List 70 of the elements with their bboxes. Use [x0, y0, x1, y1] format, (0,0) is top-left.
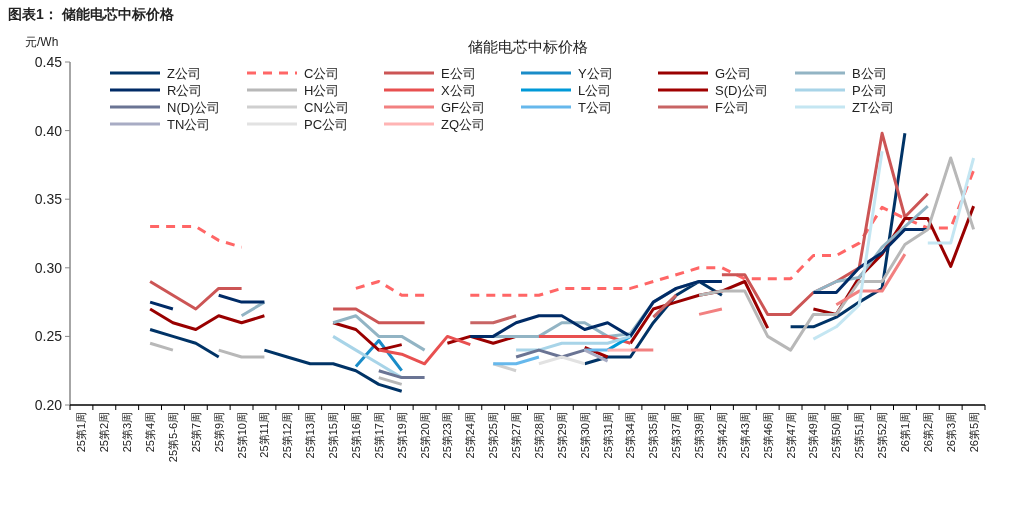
x-tick-label: 25第29周	[555, 412, 568, 459]
x-tick-label: 25第10周	[235, 412, 248, 459]
x-tick-label: 25第25周	[487, 412, 500, 459]
legend-label: B公司	[852, 66, 887, 81]
x-tick-label: 25第42周	[715, 412, 728, 459]
x-tick-label: 25第19周	[395, 412, 408, 459]
x-tick-label: 25第49周	[807, 412, 820, 459]
legend-label: T公司	[578, 100, 612, 115]
chart-subtitle: 储能电芯中标价格	[467, 38, 588, 55]
y-tick-label: 0.35	[34, 191, 63, 208]
x-tick-label: 26第2周	[921, 412, 934, 453]
y-tick-label: 0.45	[34, 54, 63, 70]
x-tick-label: 25第34周	[624, 412, 637, 459]
legend-label: E公司	[441, 66, 476, 81]
x-tick-label: 25第37周	[670, 412, 683, 459]
legend-label: X公司	[441, 83, 476, 98]
x-tick-label: 25第9周	[212, 412, 225, 453]
legend-label: H公司	[304, 83, 340, 98]
x-tick-label: 25第20周	[418, 412, 431, 459]
legend-label: C公司	[304, 66, 340, 81]
legend-label: N(D)公司	[167, 100, 221, 115]
x-tick-label: 25第35周	[647, 412, 660, 459]
legend-label: Z公司	[167, 66, 201, 81]
x-tick-label: 25第15周	[327, 412, 340, 459]
x-tick-label: 25第13周	[304, 412, 317, 459]
x-tick-label: 25第52周	[876, 412, 889, 459]
y-axis-title: 元/Wh	[25, 35, 59, 49]
legend-label: S(D)公司	[715, 83, 768, 98]
x-tick-label: 25第17周	[372, 412, 385, 459]
legend-label: P公司	[852, 83, 887, 98]
x-tick-label: 25第12周	[281, 412, 294, 459]
legend-label: GF公司	[441, 100, 486, 115]
x-tick-label: 25第28周	[532, 412, 545, 459]
x-tick-label: 25第2周	[98, 412, 111, 453]
x-tick-label: 25第5-6周	[166, 412, 179, 463]
x-tick-label: 25第16周	[349, 412, 362, 459]
y-tick-label: 0.40	[34, 122, 63, 139]
legend-label: TN公司	[167, 117, 211, 132]
y-tick-label: 0.30	[34, 259, 63, 276]
y-tick-label: 0.20	[34, 397, 63, 413]
x-tick-label: 25第43周	[738, 412, 751, 459]
x-tick-label: 25第3周	[121, 412, 134, 453]
x-tick-label: 25第7周	[189, 412, 202, 453]
legend-label: F公司	[715, 100, 749, 115]
x-tick-label: 25第46周	[761, 412, 774, 459]
x-tick-label: 25第24周	[464, 412, 477, 459]
legend-label: Y公司	[578, 66, 613, 81]
legend-label: CN公司	[304, 100, 349, 115]
x-tick-label: 25第11周	[258, 412, 271, 458]
legend-label: R公司	[167, 83, 203, 98]
x-tick-label: 25第50周	[830, 412, 843, 459]
legend-label: PC公司	[304, 117, 349, 132]
x-tick-label: 25第47周	[784, 412, 797, 459]
legend-label: L公司	[578, 83, 612, 98]
x-tick-label: 25第1周	[75, 412, 88, 453]
x-tick-label: 26第3周	[944, 412, 957, 453]
x-tick-label: 25第31周	[601, 412, 614, 459]
x-tick-label: 26第1周	[898, 412, 911, 453]
x-tick-label: 25第27周	[510, 412, 523, 459]
legend-label: G公司	[715, 66, 752, 81]
x-tick-label: 25第4周	[144, 412, 157, 453]
chart-title: 图表1： 储能电芯中标价格	[8, 6, 175, 22]
x-tick-label: 26第5周	[967, 412, 980, 453]
y-tick-label: 0.25	[34, 328, 63, 345]
x-tick-label: 25第39周	[693, 412, 706, 459]
legend-label: ZT公司	[852, 100, 894, 115]
legend-label: ZQ公司	[441, 117, 486, 132]
x-tick-label: 25第30周	[578, 412, 591, 459]
x-tick-label: 25第51周	[853, 412, 866, 459]
x-tick-label: 25第23周	[441, 412, 454, 459]
